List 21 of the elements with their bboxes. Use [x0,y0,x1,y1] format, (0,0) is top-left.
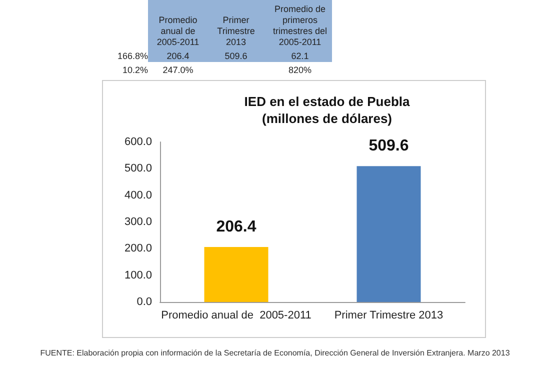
y-tick-label: 100.0 [124,269,152,282]
y-tick-label: 400.0 [124,189,152,202]
text: 820% [287,64,313,76]
text: 206.4 [166,50,190,62]
text: 247.0% [162,64,194,76]
text: 509.6 [224,50,248,62]
y-tick-label: 200.0 [124,242,152,255]
source-note: FUENTE: Elaboración propia con información de la Secretaría de Economía, Dirección General de Inversión Extranjera. Marzo 2013 [40,348,510,358]
data-label: 509.6 [368,138,409,155]
data-label: 206.4 [216,218,256,236]
text: Primer Trimestre 2013 [216,14,256,48]
text: 166.8% [116,50,148,62]
y-tick-label: 0.0 [136,296,152,308]
text: 62.1 [290,50,310,62]
y-tick-label: 500.0 [124,162,152,175]
chart-title: IED en el estado de Puebla (millones de dólares) [244,94,410,126]
text: Promedio anual de 2005-2011 [156,14,200,48]
text: Promedio de primeros trimestres del 2005-2011 [272,3,328,48]
y-tick-label: 600.0 [124,136,152,148]
text: 10.2% [121,64,148,76]
y-tick-label: 300.0 [124,216,152,228]
